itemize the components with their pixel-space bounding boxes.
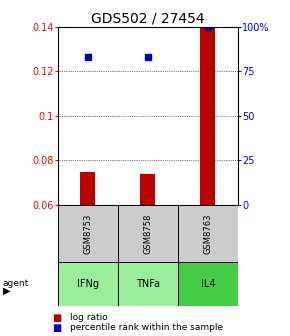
Bar — [200, 27, 215, 205]
Text: ▶: ▶ — [3, 286, 10, 296]
Text: percentile rank within the sample: percentile rank within the sample — [70, 323, 223, 332]
Text: ■: ■ — [52, 312, 61, 323]
Title: GDS502 / 27454: GDS502 / 27454 — [91, 12, 205, 26]
Text: agent: agent — [3, 280, 29, 288]
Text: GSM8758: GSM8758 — [143, 213, 153, 254]
Bar — [140, 174, 155, 205]
Text: IL4: IL4 — [201, 279, 215, 289]
Text: TNFa: TNFa — [136, 279, 160, 289]
Bar — [178, 262, 238, 306]
Text: ■: ■ — [52, 323, 61, 333]
Bar — [58, 262, 118, 306]
Bar — [80, 172, 95, 205]
Bar — [118, 262, 178, 306]
Bar — [118, 205, 178, 262]
Text: log ratio: log ratio — [70, 313, 107, 322]
Text: GSM8753: GSM8753 — [84, 213, 93, 254]
Text: IFNg: IFNg — [77, 279, 99, 289]
Bar — [178, 205, 238, 262]
Bar — [58, 205, 118, 262]
Text: GSM8763: GSM8763 — [203, 213, 212, 254]
